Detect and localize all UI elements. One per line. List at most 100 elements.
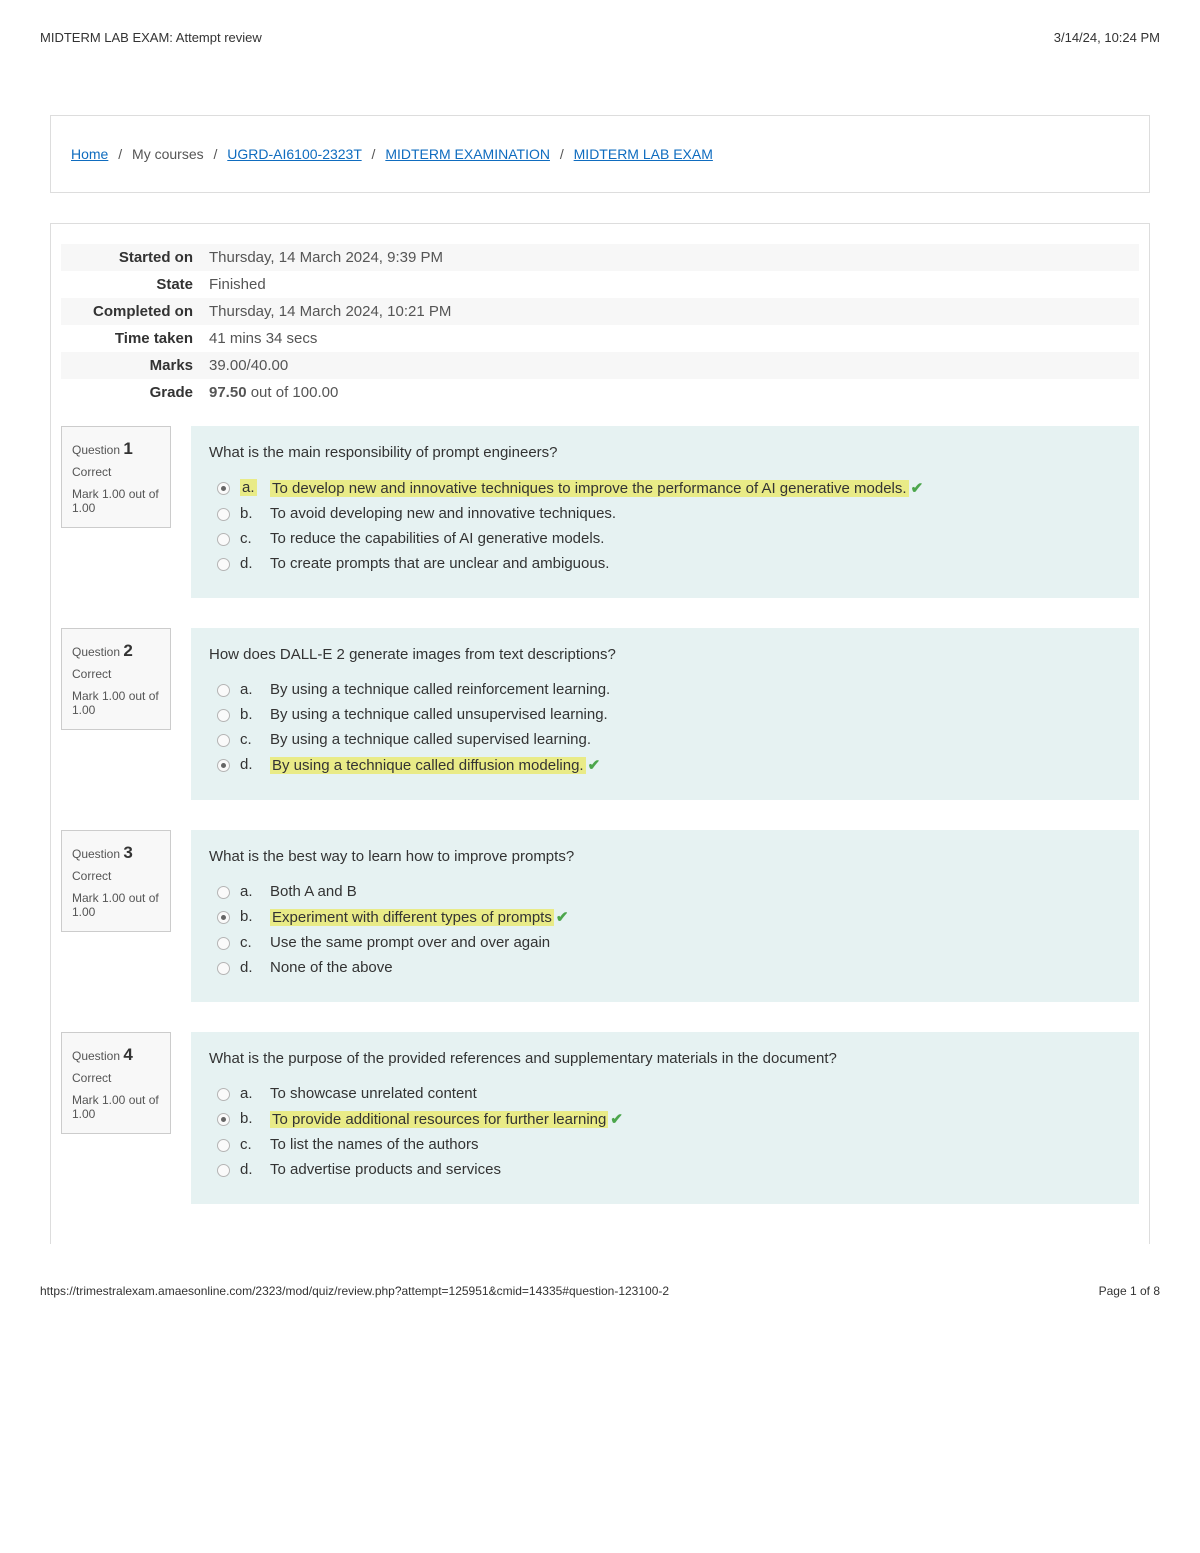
answer-row[interactable]: c.To list the names of the authors (217, 1136, 1121, 1153)
answer-letter: d. (240, 1161, 260, 1178)
radio-icon[interactable] (217, 759, 230, 772)
grade-bold: 97.50 (209, 384, 247, 401)
page-header: MIDTERM LAB EXAM: Attempt review 3/14/24… (0, 0, 1200, 55)
answer-row[interactable]: b. To provide additional resources for fu… (217, 1110, 1121, 1128)
answer-row[interactable]: b.To avoid developing new and innovative… (217, 505, 1121, 522)
answer-row[interactable]: b.By using a technique called unsupervis… (217, 706, 1121, 723)
answer-letter: a. (240, 1085, 260, 1102)
answer-letter: b. (240, 1110, 260, 1127)
answer-row[interactable]: d.To create prompts that are unclear and… (217, 555, 1121, 572)
question-number: Question 2 (72, 641, 160, 661)
summary-value: Thursday, 14 March 2024, 10:21 PM (201, 298, 1139, 325)
answer-text: By using a technique called diffusion mo… (270, 756, 600, 774)
answer-row[interactable]: c. To reduce the capabilities of AI gener… (217, 530, 1121, 547)
summary-label: State (61, 271, 201, 298)
radio-icon[interactable] (217, 558, 230, 571)
answer-text: None of the above (270, 959, 393, 976)
radio-icon[interactable] (217, 962, 230, 975)
answer-text: To list the names of the authors (270, 1136, 478, 1153)
question-text: What is the main responsibility of promp… (209, 444, 1121, 461)
header-timestamp: 3/14/24, 10:24 PM (1054, 30, 1160, 45)
question-state: Correct (72, 465, 160, 479)
breadcrumb-separator: / (372, 146, 376, 162)
breadcrumb-course[interactable]: UGRD-AI6100-2323T (227, 146, 361, 162)
answer-letter: a. (240, 681, 260, 698)
answer-text: Both A and B (270, 883, 357, 900)
answer-text: By using a technique called supervised l… (270, 731, 591, 748)
answers-list: a.To develop new and innovative techniqu… (209, 479, 1121, 572)
question-block: Question 3CorrectMark 1.00 out of 1.00Wh… (61, 830, 1139, 1002)
radio-icon[interactable] (217, 911, 230, 924)
summary-label: Started on (61, 244, 201, 271)
answer-text: To create prompts that are unclear and a… (270, 555, 609, 572)
radio-icon[interactable] (217, 886, 230, 899)
question-mark: Mark 1.00 out of 1.00 (72, 487, 160, 515)
radio-icon[interactable] (217, 1088, 230, 1101)
answer-letter: c. (240, 934, 260, 951)
question-state: Correct (72, 1071, 160, 1085)
radio-icon[interactable] (217, 482, 230, 495)
answers-list: a.By using a technique called reinforcem… (209, 681, 1121, 774)
radio-icon[interactable] (217, 684, 230, 697)
summary-label: Completed on (61, 298, 201, 325)
question-mark: Mark 1.00 out of 1.00 (72, 689, 160, 717)
answer-row[interactable]: a.Both A and B (217, 883, 1121, 900)
grade-rest: out of 100.00 (247, 384, 339, 401)
question-info: Question 1CorrectMark 1.00 out of 1.00 (61, 426, 171, 528)
radio-icon[interactable] (217, 937, 230, 950)
radio-icon[interactable] (217, 533, 230, 546)
summary-label: Grade (61, 379, 201, 406)
question-block: Question 4CorrectMark 1.00 out of 1.00Wh… (61, 1032, 1139, 1204)
summary-label: Time taken (61, 325, 201, 352)
answer-letter: c. (240, 530, 260, 547)
answer-letter: d. (240, 959, 260, 976)
answer-row[interactable]: d. None of the above (217, 959, 1121, 976)
question-body: How does DALL-E 2 generate images from t… (191, 628, 1139, 800)
answer-text: By using a technique called unsupervised… (270, 706, 608, 723)
answer-text: To provide additional resources for furt… (270, 1110, 623, 1128)
question-body: What is the main responsibility of promp… (191, 426, 1139, 598)
answer-text: To showcase unrelated content (270, 1085, 477, 1102)
question-number: Question 3 (72, 843, 160, 863)
answer-row[interactable]: d. By using a technique called diffusion … (217, 756, 1121, 774)
answer-row[interactable]: a. To showcase unrelated content (217, 1085, 1121, 1102)
radio-icon[interactable] (217, 1139, 230, 1152)
summary-label: Marks (61, 352, 201, 379)
header-title: MIDTERM LAB EXAM: Attempt review (40, 30, 262, 45)
radio-icon[interactable] (217, 508, 230, 521)
answers-list: a. To showcase unrelated content b. To prov… (209, 1085, 1121, 1178)
answer-text: Experiment with different types of promp… (270, 908, 568, 926)
radio-icon[interactable] (217, 1164, 230, 1177)
answer-row[interactable]: b. Experiment with different types of pro… (217, 908, 1121, 926)
summary-value: 41 mins 34 secs (201, 325, 1139, 352)
check-icon: ✔ (556, 909, 569, 926)
radio-icon[interactable] (217, 1113, 230, 1126)
radio-icon[interactable] (217, 734, 230, 747)
breadcrumb-home[interactable]: Home (71, 146, 108, 162)
breadcrumb-separator: / (118, 146, 122, 162)
answer-letter: b. (240, 908, 260, 925)
answer-text: To reduce the capabilities of AI generat… (270, 530, 604, 547)
breadcrumb-page[interactable]: MIDTERM LAB EXAM (574, 146, 713, 162)
answer-row[interactable]: c. By using a technique called supervised… (217, 731, 1121, 748)
breadcrumb-separator: / (560, 146, 564, 162)
radio-icon[interactable] (217, 709, 230, 722)
check-icon: ✔ (610, 1111, 623, 1128)
answer-row[interactable]: c.Use the same prompt over and over agai… (217, 934, 1121, 951)
answer-letter: d. (240, 756, 260, 773)
question-number: Question 4 (72, 1045, 160, 1065)
breadcrumb-mycourses: My courses (132, 146, 204, 162)
answer-letter: a. (240, 479, 260, 496)
footer-page: Page 1 of 8 (1099, 1284, 1160, 1298)
question-info: Question 4CorrectMark 1.00 out of 1.00 (61, 1032, 171, 1134)
answer-row[interactable]: a.By using a technique called reinforcem… (217, 681, 1121, 698)
summary-value: Finished (201, 271, 1139, 298)
check-icon: ✔ (588, 757, 601, 774)
breadcrumb-section[interactable]: MIDTERM EXAMINATION (385, 146, 550, 162)
answer-letter: b. (240, 505, 260, 522)
question-block: Question 2CorrectMark 1.00 out of 1.00Ho… (61, 628, 1139, 800)
answer-row[interactable]: a.To develop new and innovative techniqu… (217, 479, 1121, 497)
answer-row[interactable]: d.To advertise products and services (217, 1161, 1121, 1178)
question-body: What is the purpose of the provided refe… (191, 1032, 1139, 1204)
answer-letter: c. (240, 731, 260, 748)
